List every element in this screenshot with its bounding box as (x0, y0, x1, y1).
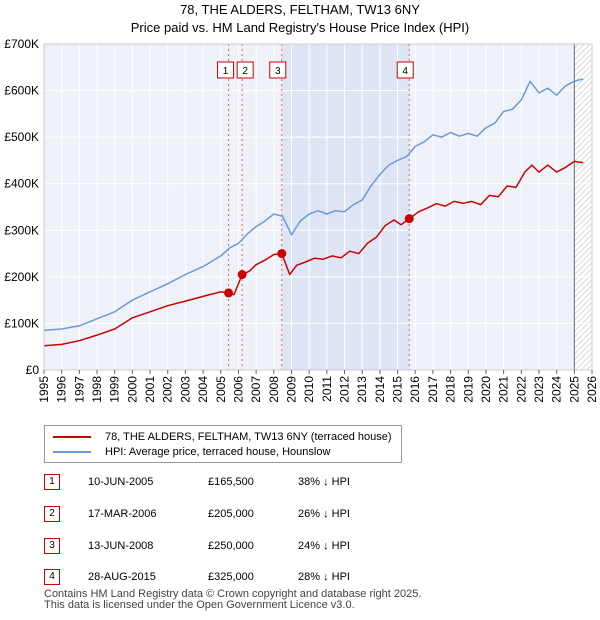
sale-label-text: 1 (223, 66, 229, 77)
x-tick-label: 1997 (72, 376, 86, 403)
plot-border (43, 43, 593, 371)
sale-point (404, 214, 414, 224)
x-tick-label: 2004 (196, 376, 210, 403)
sale-label-box (396, 61, 414, 79)
sale-delta: 24% ↓ HPI (298, 540, 350, 552)
legend-swatch-hpi (53, 451, 91, 453)
sale-delta: 38% ↓ HPI (298, 476, 350, 488)
sale-price: £250,000 (208, 540, 254, 552)
x-tick-label: 1998 (90, 376, 104, 403)
y-tick-label: £200K (4, 270, 39, 284)
x-tick-label: 2014 (373, 376, 387, 403)
chart-title: 78, THE ALDERS, FELTHAM, TW13 6NY (180, 2, 420, 17)
sale-label-1: 1 (217, 61, 235, 79)
footer-licence: This data is licensed under the Open Gov… (44, 599, 355, 611)
x-tick-label: 2022 (514, 376, 528, 403)
x-tick-label: 2010 (302, 376, 316, 403)
sale-badge: 4 (44, 569, 60, 585)
footer-copyright: Contains HM Land Registry data © Crown c… (44, 588, 422, 600)
x-tick-label: 2024 (550, 376, 564, 403)
sale-badge: 3 (44, 538, 60, 554)
x-tick-label: 2025 (567, 376, 581, 403)
property-price-line (43, 160, 584, 347)
x-tick-label: 2013 (355, 376, 369, 403)
legend-label-property: 78, THE ALDERS, FELTHAM, TW13 6NY (terra… (105, 431, 392, 443)
forecast-hatch (574, 44, 592, 370)
y-tick-label: £0 (26, 363, 40, 377)
sale-label-3: 3 (269, 61, 287, 79)
sale-point (277, 249, 287, 259)
x-tick-label: 1999 (108, 376, 122, 403)
x-tick-label: 2001 (143, 376, 157, 403)
highlight-band (281, 44, 410, 370)
sale-delta: 28% ↓ HPI (298, 571, 350, 583)
sale-label-text: 2 (242, 66, 248, 77)
x-tick-label: 2015 (391, 376, 405, 403)
chart-subtitle: Price paid vs. HM Land Registry's House … (130, 20, 470, 35)
x-tick-label: 2002 (161, 376, 175, 403)
y-tick-label: £500K (4, 130, 39, 144)
footer: Contains HM Land Registry data © Crown c… (44, 589, 421, 611)
sale-row: 4 28-AUG-2015 £325,000 28% ↓ HPI (44, 569, 444, 587)
x-tick-label: 2006 (231, 376, 245, 403)
sale-label-2: 2 (236, 61, 254, 79)
sale-point (237, 270, 247, 280)
x-tick-label: 2008 (267, 376, 281, 403)
legend: 78, THE ALDERS, FELTHAM, TW13 6NY (terra… (44, 425, 402, 463)
y-tick-label: £300K (4, 223, 39, 237)
hpi-line (43, 78, 584, 332)
sale-label-text: 4 (402, 66, 408, 77)
sale-label-text: 3 (275, 66, 281, 77)
x-tick-label: 2009 (284, 376, 298, 403)
x-tick-label: 2005 (214, 376, 228, 403)
sale-badge: 2 (44, 506, 60, 522)
x-tick-label: 2026 (585, 376, 599, 403)
x-tick-label: 2000 (125, 376, 139, 403)
sale-row: 2 17-MAR-2006 £205,000 26% ↓ HPI (44, 506, 444, 524)
x-tick-label: 1995 (37, 376, 51, 403)
x-tick-label: 2023 (532, 376, 546, 403)
x-tick-label: 2020 (479, 376, 493, 403)
x-tick-label: 2018 (444, 376, 458, 403)
sale-price: £325,000 (208, 571, 254, 583)
x-tick-label: 2011 (320, 376, 334, 402)
sale-row: 3 13-JUN-2008 £250,000 24% ↓ HPI (44, 538, 444, 556)
x-tick-label: 2017 (426, 376, 440, 403)
y-tick-label: £400K (4, 177, 39, 191)
sale-label-box (269, 61, 287, 79)
x-tick-label: 2012 (338, 376, 352, 403)
x-tick-label: 2019 (461, 376, 475, 403)
x-tick-label: 2021 (497, 376, 511, 403)
sale-date: 13-JUN-2008 (88, 540, 154, 552)
sale-date: 10-JUN-2005 (88, 476, 154, 488)
x-tick-label: 2016 (408, 376, 422, 403)
x-tick-label: 1996 (55, 376, 69, 403)
sale-label-box (217, 61, 235, 79)
sale-label-4: 4 (396, 61, 414, 79)
legend-item-property: 78, THE ALDERS, FELTHAM, TW13 6NY (terra… (53, 430, 392, 444)
sale-badge: 1 (44, 474, 60, 490)
price-chart: 1 2 3 4 £0 £100K £200K £300K £400K £500K £600K £700… (4, 37, 599, 403)
x-tick-label: 2007 (249, 376, 263, 403)
sale-row: 1 10-JUN-2005 £165,500 38% ↓ HPI (44, 474, 444, 492)
legend-swatch-property (53, 436, 91, 438)
sale-date: 28-AUG-2015 (88, 571, 156, 583)
y-tick-label: £100K (4, 316, 39, 330)
sale-label-box (236, 61, 254, 79)
sale-date: 17-MAR-2006 (88, 508, 157, 520)
y-tick-label: £700K (4, 37, 39, 51)
legend-label-hpi: HPI: Average price, terraced house, Houn… (105, 446, 331, 458)
sale-delta: 26% ↓ HPI (298, 508, 350, 520)
legend-item-hpi: HPI: Average price, terraced house, Houn… (53, 445, 330, 459)
y-tick-label: £600K (4, 84, 39, 98)
x-tick-label: 2003 (178, 376, 192, 403)
sale-point (224, 288, 234, 298)
sale-price: £205,000 (208, 508, 254, 520)
sale-price: £165,500 (208, 476, 254, 488)
